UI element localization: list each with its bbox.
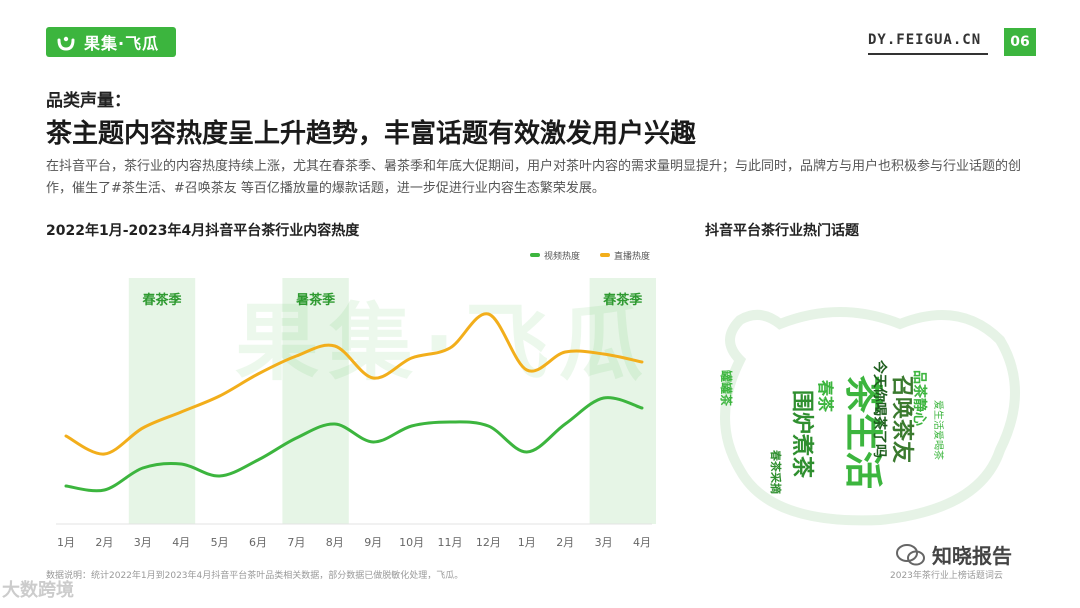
logo-mark-icon xyxy=(57,36,75,51)
cloud-word-8: 春茶采摘 xyxy=(769,450,783,494)
season-band-1 xyxy=(128,278,196,524)
corner-brand: 知晓报告 xyxy=(896,540,1012,569)
x-tick-label: 6月 xyxy=(249,536,267,549)
x-tick-label: 12月 xyxy=(476,536,501,549)
cloud-word-9: 罐罐茶 xyxy=(719,369,734,407)
x-tick-label: 2月 xyxy=(95,536,113,549)
cloud-word-6: 品茶静心 xyxy=(911,370,928,426)
x-tick-label: 4月 xyxy=(633,536,651,549)
description-text: 在抖音平台，茶行业的内容热度持续上涨，尤其在春茶季、暑茶季和年底大促期间，用户对… xyxy=(46,159,1022,196)
word-cloud-source: 2023年茶行业上榜话题词云 xyxy=(890,571,1003,581)
x-tick-label: 8月 xyxy=(326,536,344,549)
line-chart: 春茶季 暑茶季 春茶季 1月 2月 3月 4月 5月 6月 7月 8月 9月 10月 11月 12月 1月 2月… xyxy=(40,244,680,560)
cloud-word-2: 召唤茶友 xyxy=(889,374,915,463)
data-footnote: 数据说明：统计2022年1月到2023年4月抖音平台茶叶品类相关数据，部分数据已… xyxy=(46,571,464,581)
x-tick-label: 2月 xyxy=(556,536,574,549)
page-title: 茶主题内容热度呈上升趋势，丰富话题有效激发用户兴趣 xyxy=(46,119,697,149)
logo-text: 果集·飞瓜 xyxy=(84,34,160,53)
legend-swatch-2 xyxy=(600,253,610,257)
cloud-word-7: 爱生活爱喝茶 xyxy=(932,400,945,460)
x-tick-label: 10月 xyxy=(399,536,424,549)
season-label-3: 春茶季 xyxy=(602,292,642,308)
x-tick-label: 1月 xyxy=(518,536,536,549)
page-number: 06 xyxy=(1004,28,1036,56)
x-tick-label: 9月 xyxy=(364,536,382,549)
legend-label-1: 视频热度 xyxy=(544,250,580,262)
x-tick-label: 3月 xyxy=(134,536,152,549)
x-tick-label: 11月 xyxy=(438,536,463,549)
wechat-icon xyxy=(896,543,925,565)
cloud-word-5: 今天你喝茶了吗 xyxy=(871,359,888,458)
cloud-word-1: 茶生活 xyxy=(841,375,885,489)
x-tick-label: 7月 xyxy=(287,536,305,549)
season-label-1: 春茶季 xyxy=(141,292,181,308)
x-tick-label: 4月 xyxy=(172,536,190,549)
legend-swatch-1 xyxy=(530,253,540,257)
chart-title: 2022年1月-2023年4月抖音平台茶行业内容热度 xyxy=(46,223,360,239)
legend-label-2: 直播热度 xyxy=(614,250,650,262)
section-label: 品类声量： xyxy=(46,91,131,111)
corner-watermark: 大数跨境 xyxy=(2,580,74,601)
site-url: DY.FEIGUA.CN xyxy=(868,32,988,55)
teapot-outline-icon xyxy=(720,307,1020,526)
corner-brand-text: 知晓报告 xyxy=(932,544,1012,568)
x-tick-label: 5月 xyxy=(211,536,229,549)
cloud-word-3: 围炉煮茶 xyxy=(789,390,815,479)
word-cloud: 茶生活 召唤茶友 围炉煮茶 春茶 今天你喝茶了吗 品茶静心 爱生活爱喝茶 春茶采… xyxy=(700,300,1040,530)
cloud-word-4: 春茶 xyxy=(816,379,835,413)
season-band-2 xyxy=(282,278,349,524)
word-cloud-title: 抖音平台茶行业热门话题 xyxy=(705,223,859,239)
x-tick-label: 3月 xyxy=(595,536,613,549)
series-line-1 xyxy=(64,396,644,493)
word-cloud-svg: 茶生活 召唤茶友 围炉煮茶 春茶 今天你喝茶了吗 品茶静心 爱生活爱喝茶 春茶采… xyxy=(719,307,1020,526)
series-line-2 xyxy=(64,312,644,456)
line-chart-svg: 春茶季 暑茶季 春茶季 1月 2月 3月 4月 5月 6月 7月 8月 9月 10月 11月 12月 1月 2月… xyxy=(56,250,656,549)
brand-logo: 果集·飞瓜 xyxy=(46,27,176,57)
season-label-2: 暑茶季 xyxy=(295,292,335,308)
x-tick-label: 1月 xyxy=(57,536,75,549)
